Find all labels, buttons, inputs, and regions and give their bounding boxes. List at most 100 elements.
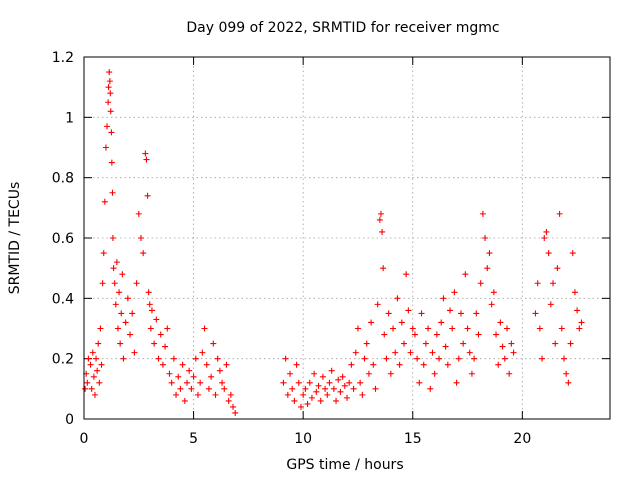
data-point [488, 301, 495, 308]
data-point [545, 250, 552, 257]
data-point [127, 331, 134, 338]
data-point [457, 310, 464, 317]
data-point [295, 379, 302, 386]
data-point [552, 340, 559, 347]
data-point [146, 301, 153, 308]
y-tick-label: 0.8 [52, 171, 74, 187]
data-point [219, 379, 226, 386]
data-point [192, 355, 199, 362]
data-point [221, 385, 228, 392]
data-point [118, 310, 125, 317]
data-point [460, 340, 467, 347]
plot-frame [83, 56, 611, 420]
data-point [223, 361, 230, 368]
y-tick-labels: 0 0.2 0.4 0.6 0.8 1 1.2 [52, 50, 74, 428]
data-point [302, 385, 309, 392]
data-point [140, 250, 147, 257]
data-point [87, 361, 94, 368]
data-point [431, 370, 438, 377]
data-point [554, 265, 561, 272]
data-points [82, 69, 585, 416]
data-point [560, 355, 567, 362]
y-tick-label: 0.6 [52, 231, 74, 247]
data-point [403, 271, 410, 278]
data-point [381, 331, 388, 338]
y-tick-label: 1.2 [52, 50, 74, 66]
x-tick-label: 5 [189, 431, 198, 447]
y-tick-label: 0.2 [52, 352, 74, 368]
data-point [322, 385, 329, 392]
data-point [350, 385, 357, 392]
data-point [438, 319, 445, 326]
data-point [124, 295, 131, 302]
data-point [486, 250, 493, 257]
data-point [447, 307, 454, 314]
data-point [337, 388, 344, 395]
data-point [177, 385, 184, 392]
data-point [232, 409, 239, 416]
data-point [142, 150, 149, 157]
data-point [85, 355, 92, 362]
data-point [379, 228, 386, 235]
data-point [293, 361, 300, 368]
data-point [297, 403, 304, 410]
data-point [291, 397, 298, 404]
data-point [131, 349, 138, 356]
data-point [541, 235, 548, 241]
data-point [137, 235, 144, 241]
data-point [105, 99, 112, 106]
data-point [539, 355, 546, 362]
data-point [427, 385, 434, 392]
data-point [216, 367, 223, 374]
data-point [464, 325, 471, 332]
data-point [536, 325, 543, 332]
data-point [436, 355, 443, 362]
y-tick-label: 1 [65, 110, 74, 126]
data-point [280, 379, 287, 386]
data-point [117, 340, 124, 347]
data-point [499, 343, 506, 350]
data-point [493, 331, 500, 338]
data-point [451, 289, 458, 296]
data-point [184, 379, 191, 386]
data-point [116, 289, 123, 296]
data-point [106, 78, 113, 85]
data-point [166, 370, 173, 377]
data-point [170, 355, 177, 362]
data-point [119, 271, 126, 278]
data-point [352, 349, 359, 356]
data-point [429, 349, 436, 356]
data-point [372, 385, 379, 392]
data-point [181, 397, 188, 404]
data-point [173, 391, 180, 398]
data-point [186, 367, 193, 374]
data-point [361, 355, 368, 362]
data-point [143, 156, 150, 163]
data-point [203, 361, 210, 368]
data-point [479, 210, 486, 217]
data-point [547, 301, 554, 308]
data-point [100, 250, 107, 257]
data-point [576, 325, 583, 332]
data-point [287, 370, 294, 377]
data-point [335, 376, 342, 383]
data-point [565, 379, 572, 386]
y-tick-label: 0.4 [52, 291, 74, 307]
data-point [133, 280, 140, 287]
data-point [468, 370, 475, 377]
data-point [225, 397, 232, 404]
data-point [282, 355, 289, 362]
data-point [380, 265, 387, 272]
data-point [107, 108, 114, 115]
data-point [148, 307, 155, 314]
data-point [532, 310, 539, 317]
data-point [497, 319, 504, 326]
data-point [425, 325, 432, 332]
data-point [95, 340, 102, 347]
data-point [328, 367, 335, 374]
data-point [104, 123, 111, 130]
data-point [477, 280, 484, 287]
data-point [147, 325, 154, 332]
data-point [99, 280, 106, 287]
data-point [357, 379, 364, 386]
